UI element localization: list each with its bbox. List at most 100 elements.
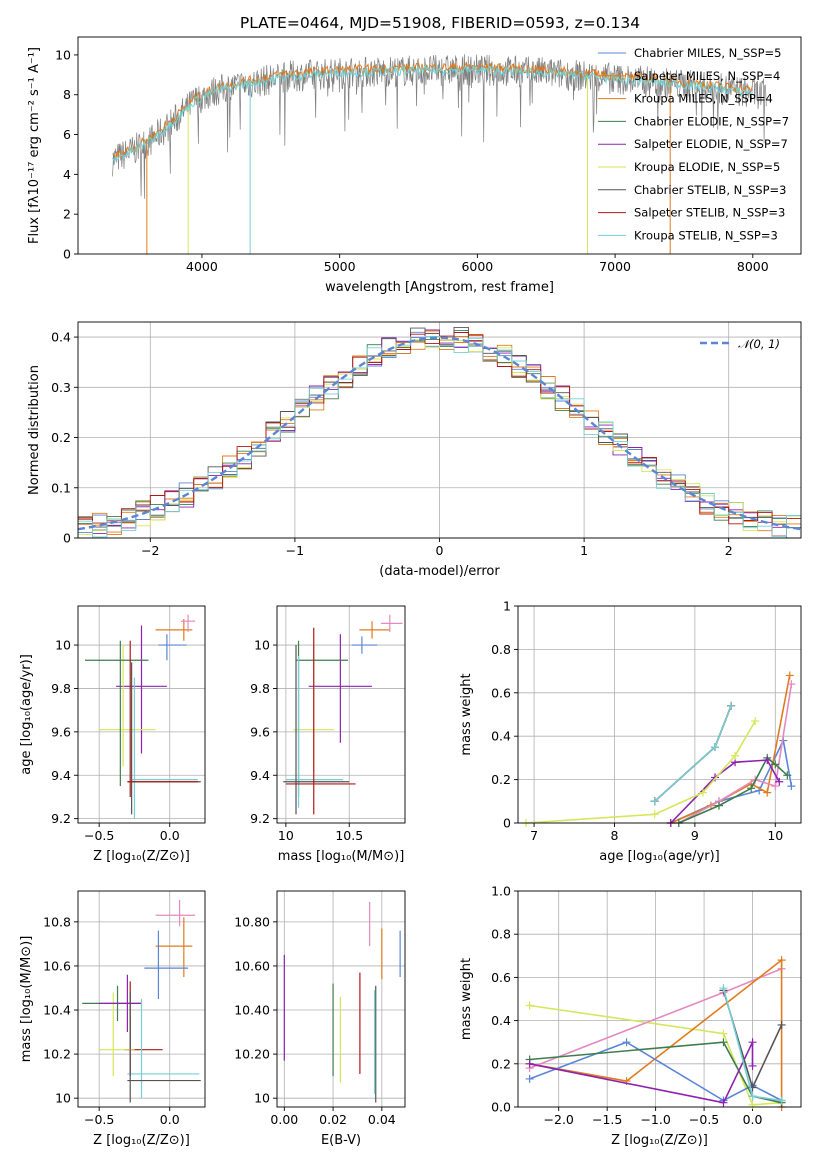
age_vs_mass-ytick-label: 9.6: [250, 724, 270, 739]
mass_vs_Z-ytick-label: 10.6: [43, 958, 71, 973]
weight_vs_age-point-marker: [650, 810, 659, 819]
weight_vs_age-series-line: [678, 756, 788, 824]
mass_vs_Z-xtick-label: −0.5: [84, 1112, 114, 1127]
weight_vs_age-series-line: [670, 759, 780, 824]
mass_vs_EBV-xtick-label: 0.04: [368, 1112, 396, 1127]
spectrum-legend-entry: Kroupa MILES, N_SSP=4: [634, 92, 773, 106]
age_vs_Z-frame: [77, 605, 206, 824]
spectrum-model-line: [112, 64, 753, 164]
spectrum-legend-entry: Chabrier MILES, N_SSP=5: [634, 46, 781, 60]
spectrum-xtick-label: 4000: [186, 259, 218, 274]
residuals-xtick-label: −2: [141, 543, 159, 558]
age_vs_Z-ytick-label: 9.8: [51, 681, 71, 696]
age_vs_Z-xlabel: Z [log₁₀(Z/Z⊙)]: [93, 849, 190, 864]
spectrum-data-line: [112, 54, 767, 199]
weight_vs_age-xtick-label: 10: [767, 828, 783, 843]
weight_vs_age-point-marker: [763, 756, 772, 765]
spectrum-ytick-label: 0: [63, 247, 71, 262]
weight_vs_age-point-marker: [727, 701, 736, 710]
weight_vs_age-xtick-label: 9: [691, 828, 699, 843]
weight_vs_Z-ylabel: mass weight: [459, 958, 474, 1040]
age_vs_mass-ytick-label: 10: [254, 638, 270, 653]
mass_vs_Z-ytick-label: 10.4: [43, 1003, 71, 1018]
weight_vs_Z-xtick-label: −2.0: [544, 1112, 574, 1127]
weight_vs_age-series-line: [654, 705, 732, 802]
age_vs_mass-ytick-label: 9.8: [250, 681, 270, 696]
mass_vs_EBV-frame: [276, 890, 406, 1108]
weight_vs_age-series-line: [654, 705, 732, 802]
mass_vs_EBV-xtick-label: 0.02: [319, 1112, 347, 1127]
residuals-xtick-label: 2: [725, 543, 733, 558]
age_vs_mass-frame: [276, 605, 406, 824]
weight_vs_Z-point-marker: [525, 1059, 534, 1068]
weight_vs_Z-point-marker: [748, 1061, 757, 1070]
residuals-normal-curve: [78, 336, 801, 531]
age_vs_Z-xtick-label: −0.5: [84, 828, 114, 843]
weight_vs_Z-point-marker: [719, 1098, 728, 1107]
residuals-xtick-label: −1: [286, 543, 304, 558]
spectrum-ytick-label: 8: [63, 87, 71, 102]
mass_vs_Z-ylabel: mass [log₁₀(M/M⊙)]: [19, 936, 34, 1063]
mass_vs_EBV-ytick-label: 10.20: [234, 1047, 270, 1062]
weight_vs_age-frame: [517, 605, 802, 824]
weight_vs_Z-series-line: [529, 1041, 782, 1104]
residuals-ytick-label: 0.4: [51, 330, 71, 345]
weight_vs_Z-point-marker: [748, 1100, 757, 1109]
residuals-xtick-label: 1: [580, 543, 588, 558]
weight_vs_age-point-marker: [747, 784, 756, 793]
spectrum-legend-entry: Salpeter STELIB, N_SSP=3: [634, 206, 785, 220]
weight_vs_age-point-marker: [731, 751, 740, 760]
spectrum-xtick-label: 8000: [737, 259, 769, 274]
weight_vs_age-series-line: [670, 737, 793, 824]
weight_vs_Z-xtick-label: −0.5: [689, 1112, 719, 1127]
weight_vs_age-point-marker: [771, 782, 780, 791]
spectrum-xtick-label: 5000: [324, 259, 356, 274]
residuals-ytick-label: 0.2: [51, 430, 71, 445]
weight_vs_Z-ytick-label: 1.0: [491, 884, 511, 899]
spectrum-ylabel: Flux [fλ10⁻¹⁷ erg cm⁻² s⁻¹ A⁻¹]: [27, 47, 42, 244]
weight_vs_age-point-marker: [763, 788, 772, 797]
age_vs_mass-xtick-label: 10.5: [335, 828, 363, 843]
spectrum-legend-entry: Kroupa STELIB, N_SSP=3: [634, 228, 778, 242]
weight_vs_age-ylabel: mass weight: [459, 673, 474, 755]
age_vs_mass-panel: 10 10.5 9.2 9.4 9.6 9.8 10 mass [log₁₀(M/M⊙)]: [250, 605, 406, 864]
weight_vs_Z-point-marker: [525, 1001, 534, 1010]
mass_vs_Z-xlabel: Z [log₁₀(Z/Z⊙)]: [93, 1133, 190, 1148]
residuals-legend-entry: 𝒩(0, 1): [738, 337, 780, 351]
age_vs_Z-ytick-label: 9.6: [51, 724, 71, 739]
figure-title: PLATE=0464, MJD=51908, FIBERID=0593, z=0…: [240, 14, 640, 32]
weight_vs_age-point-marker: [751, 717, 760, 726]
weight_vs_Z-point-marker: [525, 1074, 534, 1083]
weight_vs_age-point-marker: [710, 773, 719, 782]
weight_vs_Z-ytick-label: 0.6: [491, 970, 511, 985]
weight_vs_age-panel: 7 8 9 10 0 0.2 0.4 0.6 0.8 1 age [log₁₀(age/yr)] ma…: [459, 599, 802, 864]
weight_vs_age-point-marker: [698, 788, 707, 797]
spectrum-ytick-label: 10: [55, 47, 71, 62]
spectrum-ytick-label: 2: [63, 207, 71, 222]
mass_vs_Z-frame: [77, 890, 206, 1108]
mass_vs_EBV-xtick-label: 0.00: [270, 1112, 298, 1127]
weight_vs_Z-point-marker: [748, 1038, 757, 1047]
age_vs_Z-ylabel: age [log₁₀(age/yr)]: [19, 654, 34, 775]
spectrum-ytick-label: 4: [63, 167, 71, 182]
weight_vs_Z-ytick-label: 0.4: [491, 1013, 511, 1028]
residuals-panel: −2 −1 0 1 2 0 0.1 0.2 0.3 0.4 (data-model)/error No…: [27, 321, 802, 579]
spectrum-panel: 4000 5000 6000 7000 8000 0 2 4 6 8 10 wavelength [A…: [27, 36, 802, 295]
mass_vs_EBV-ytick-label: 10.40: [234, 1003, 270, 1018]
weight_vs_Z-series-line: [529, 958, 783, 1107]
weight_vs_Z-point-marker: [719, 1029, 728, 1038]
weight_vs_age-series-line: [670, 675, 791, 824]
mass_vs_Z-xtick-label: 0.0: [160, 1112, 180, 1127]
weight_vs_age-xlabel: age [log₁₀(age/yr)]: [599, 849, 720, 864]
weight_vs_age-ytick-label: 0.4: [491, 729, 511, 744]
age_vs_Z-ytick-label: 9.2: [51, 811, 71, 826]
mass_vs_EBV-ytick-label: 10.80: [234, 914, 270, 929]
age_vs_mass-xlabel: mass [log₁₀(M/M⊙)]: [278, 849, 405, 864]
mass_vs_EBV-ytick-label: 10: [254, 1091, 270, 1106]
spectrum-xtick-label: 6000: [461, 259, 493, 274]
spectrum-legend-entry: Chabrier STELIB, N_SSP=3: [634, 183, 786, 197]
spectrum-lines: [112, 54, 767, 254]
spectrum-legend-entry: Kroupa ELODIE, N_SSP=5: [634, 160, 780, 174]
weight_vs_age-point-marker: [650, 797, 659, 806]
